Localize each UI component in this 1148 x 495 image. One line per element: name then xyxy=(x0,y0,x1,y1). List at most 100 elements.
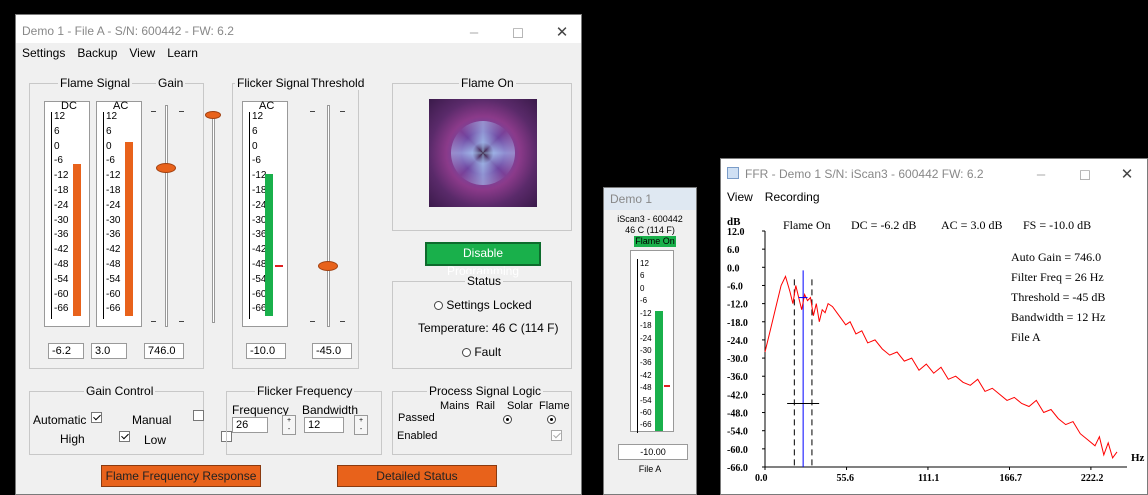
info-line: Threshold = -45 dB xyxy=(1011,290,1105,304)
ffr-menu-view[interactable]: View xyxy=(727,190,753,204)
scale-tick: -24 xyxy=(249,200,266,216)
y-tick-label: -6.0 xyxy=(727,281,743,292)
dc-bar xyxy=(73,164,81,317)
frequency-spinner[interactable]: + - xyxy=(282,415,296,435)
disable-programming-button[interactable]: Disable Programming xyxy=(425,242,541,278)
threshold-slider-thumb[interactable] xyxy=(318,261,338,271)
status-group: Status xyxy=(392,274,572,369)
info-line: File A xyxy=(1011,330,1041,344)
high-checkbox[interactable] xyxy=(119,430,131,442)
fault-radio[interactable] xyxy=(462,348,471,358)
mini-window: Demo 1 iScan3 - 600442 46 C (114 F) Flam… xyxy=(603,187,697,495)
minimize-button[interactable]: – xyxy=(469,23,479,41)
header-fs: FS = -10.0 dB xyxy=(1023,218,1091,232)
automatic-label: Automatic xyxy=(33,413,87,427)
gain-slider-thumb[interactable] xyxy=(156,163,176,173)
manual-checkbox[interactable] xyxy=(193,409,205,421)
scale-tick: -60 xyxy=(103,289,120,305)
gain-slider-ticks xyxy=(150,111,184,323)
psl-solar-label: Solar xyxy=(507,400,533,412)
automatic-checkbox[interactable] xyxy=(91,411,102,423)
psl-mains-enabled-checkbox[interactable] xyxy=(550,429,562,441)
scale-tick: -6 xyxy=(249,156,266,172)
ffr-close-button[interactable]: ✕ xyxy=(1120,166,1134,183)
scale-tick: -6 xyxy=(51,156,68,172)
fault-option[interactable]: Fault xyxy=(462,345,501,359)
settings-locked-radio[interactable] xyxy=(434,301,443,311)
ffr-minimize-button[interactable]: – xyxy=(1036,165,1046,183)
scale-tick: -48 xyxy=(103,260,120,275)
flame-frequency-response-button[interactable]: Flame Frequency Response xyxy=(101,465,261,487)
gain-label: Gain xyxy=(156,76,186,90)
bandwidth-input[interactable]: 12 xyxy=(304,417,344,433)
scale-tick: -54 xyxy=(637,395,652,409)
gain-slider-track[interactable] xyxy=(165,105,168,327)
menu-view[interactable]: View xyxy=(129,46,156,60)
scale-tick: -66 xyxy=(637,420,652,433)
gain-value: 746.0 xyxy=(144,343,184,359)
scale-tick: -18 xyxy=(637,321,652,334)
psl-mains-passed-radio xyxy=(503,414,513,424)
y-tick-label: -12.0 xyxy=(727,300,748,311)
y-tick-label: -30.0 xyxy=(727,354,748,365)
aux-slider-track[interactable] xyxy=(212,111,215,323)
psl-enabled-label: Enabled xyxy=(397,430,438,442)
flicker-signal-label: Flicker Signal xyxy=(235,76,312,90)
aux-slider-thumb[interactable] xyxy=(205,111,221,119)
scale-tick: 12 xyxy=(249,112,266,127)
low-label: Low xyxy=(144,433,167,447)
settings-locked-option[interactable]: Settings Locked xyxy=(434,298,532,312)
flicker-frequency-label: Flicker Frequency xyxy=(255,384,355,398)
manual-label: Manual xyxy=(132,413,172,427)
ac-value: 3.0 xyxy=(91,343,127,359)
psl-mains-label: Mains xyxy=(440,400,470,412)
ac-meter: AC 12 6 0 -6 -12 -18 -24 -30 -36 -42 -48 -54 -60 -66 xyxy=(96,100,142,327)
y-tick-label: -36.0 xyxy=(727,372,748,383)
flicker-signal-group: Flicker Signal Threshold xyxy=(232,76,367,369)
detailed-status-button[interactable]: Detailed Status xyxy=(337,465,497,487)
scale-tick: -12 xyxy=(103,171,120,186)
flicker-scale: 12 6 0 -6 -12 -18 -24 -30 -36 -42 -48 -54 -60 -66 xyxy=(249,112,266,320)
flame-on-label: Flame On xyxy=(459,76,516,90)
bandwidth-spinner[interactable]: + - xyxy=(354,415,368,435)
y-tick-label: -66.0 xyxy=(727,463,748,474)
mini-window-title: Demo 1 xyxy=(610,192,653,206)
scale-tick: -24 xyxy=(103,200,120,216)
mini-device: iScan3 - 600442 xyxy=(617,214,683,224)
scale-tick: -60 xyxy=(637,408,652,421)
scale-tick: -54 xyxy=(249,274,266,290)
mini-bar xyxy=(655,310,663,431)
x-tick-label: 222.2 xyxy=(1081,473,1104,484)
menu-backup[interactable]: Backup xyxy=(77,46,118,60)
scale-tick: -54 xyxy=(51,274,68,290)
maximize-button[interactable]: ◻ xyxy=(511,24,525,41)
threshold-value: -45.0 xyxy=(312,343,352,359)
close-button[interactable]: ✕ xyxy=(555,24,569,41)
scale-tick: 6 xyxy=(249,126,266,142)
main-menu-bar: Settings Backup View Learn xyxy=(16,43,581,65)
ffr-maximize-button[interactable]: ◻ xyxy=(1078,166,1092,183)
menu-settings[interactable]: Settings xyxy=(22,46,66,60)
menu-learn[interactable]: Learn xyxy=(167,46,198,60)
gain-control-label: Gain Control xyxy=(84,384,156,398)
scale-tick: -12 xyxy=(51,171,68,186)
scale-tick: 6 xyxy=(51,126,68,142)
y-tick-label: 12.0 xyxy=(727,227,745,238)
threshold-marker xyxy=(275,265,283,267)
flame-signal-label: Flame Signal xyxy=(58,76,133,90)
mini-flame-on-badge: Flame On xyxy=(634,236,676,247)
scale-tick: -12 xyxy=(249,171,266,186)
scale-tick: -60 xyxy=(249,289,266,305)
flame-image xyxy=(429,99,537,207)
main-window: Demo 1 - File A - S/N: 600442 - FW: 6.2 … xyxy=(15,14,582,495)
high-label: High xyxy=(60,432,85,446)
dc-label: DC xyxy=(61,100,77,112)
threshold-slider-track[interactable] xyxy=(327,105,330,327)
ffr-chart: dB Hz 12.0 6.0 0.0 -6.0 -12.0 -18.0 -24.0 -30.0 -3… xyxy=(727,216,1145,484)
frequency-input[interactable]: 26 xyxy=(232,417,268,433)
settings-locked-label: Settings Locked xyxy=(446,298,532,312)
mini-temp: 46 C (114 F) xyxy=(625,225,675,235)
ffr-menu-recording[interactable]: Recording xyxy=(764,190,820,204)
frequency-label: Frequency xyxy=(232,403,289,417)
scale-tick: 6 xyxy=(637,271,652,284)
